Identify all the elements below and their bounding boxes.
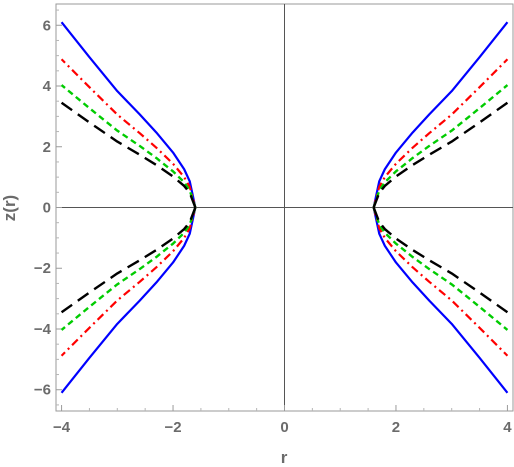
x-tick-labels: −4 −2 0 2 4 bbox=[53, 419, 512, 436]
x-tick-label: 0 bbox=[280, 419, 288, 436]
y-tick-label: 0 bbox=[43, 200, 51, 217]
y-axis-title: z(r) bbox=[0, 195, 19, 221]
curve-dashed-left-lower bbox=[60, 207, 197, 331]
curve-solid-right-lower bbox=[372, 207, 509, 394]
curve-longdash-left-upper bbox=[60, 101, 197, 208]
x-tick-label: −2 bbox=[164, 419, 181, 436]
y-tick-label: 6 bbox=[43, 17, 51, 34]
y-tick-labels: −6 −4 −2 0 2 4 6 bbox=[34, 17, 52, 398]
curve-solid-left-lower bbox=[60, 207, 197, 394]
y-tick-label: −4 bbox=[34, 321, 52, 338]
curve-longdash-left-lower bbox=[60, 207, 197, 314]
curve-group bbox=[60, 21, 509, 394]
y-tick-label: 2 bbox=[43, 139, 51, 156]
curve-dashdot-right-upper bbox=[372, 58, 509, 208]
curve-longdash-right-upper bbox=[372, 101, 509, 208]
curve-solid-left-upper bbox=[60, 21, 197, 208]
curve-solid-right-upper bbox=[372, 21, 509, 208]
y-tick-label: −2 bbox=[34, 260, 51, 277]
curve-dashed-left-upper bbox=[60, 84, 197, 208]
curve-dashdot-right-lower bbox=[372, 207, 509, 357]
curve-dashed-right-upper bbox=[372, 84, 509, 208]
curve-dashdot-left-lower bbox=[60, 207, 197, 357]
curve-dashdot-left-upper bbox=[60, 58, 197, 208]
tick-marks bbox=[56, 9, 508, 411]
x-tick-label: 4 bbox=[503, 419, 512, 436]
curve-dashed-right-lower bbox=[372, 207, 509, 331]
curve-longdash-right-lower bbox=[372, 207, 509, 314]
x-tick-label: −4 bbox=[53, 419, 71, 436]
x-axis-title: r bbox=[281, 448, 288, 467]
y-tick-label: 4 bbox=[43, 78, 52, 95]
x-tick-label: 2 bbox=[392, 419, 400, 436]
y-tick-label: −6 bbox=[34, 382, 51, 399]
